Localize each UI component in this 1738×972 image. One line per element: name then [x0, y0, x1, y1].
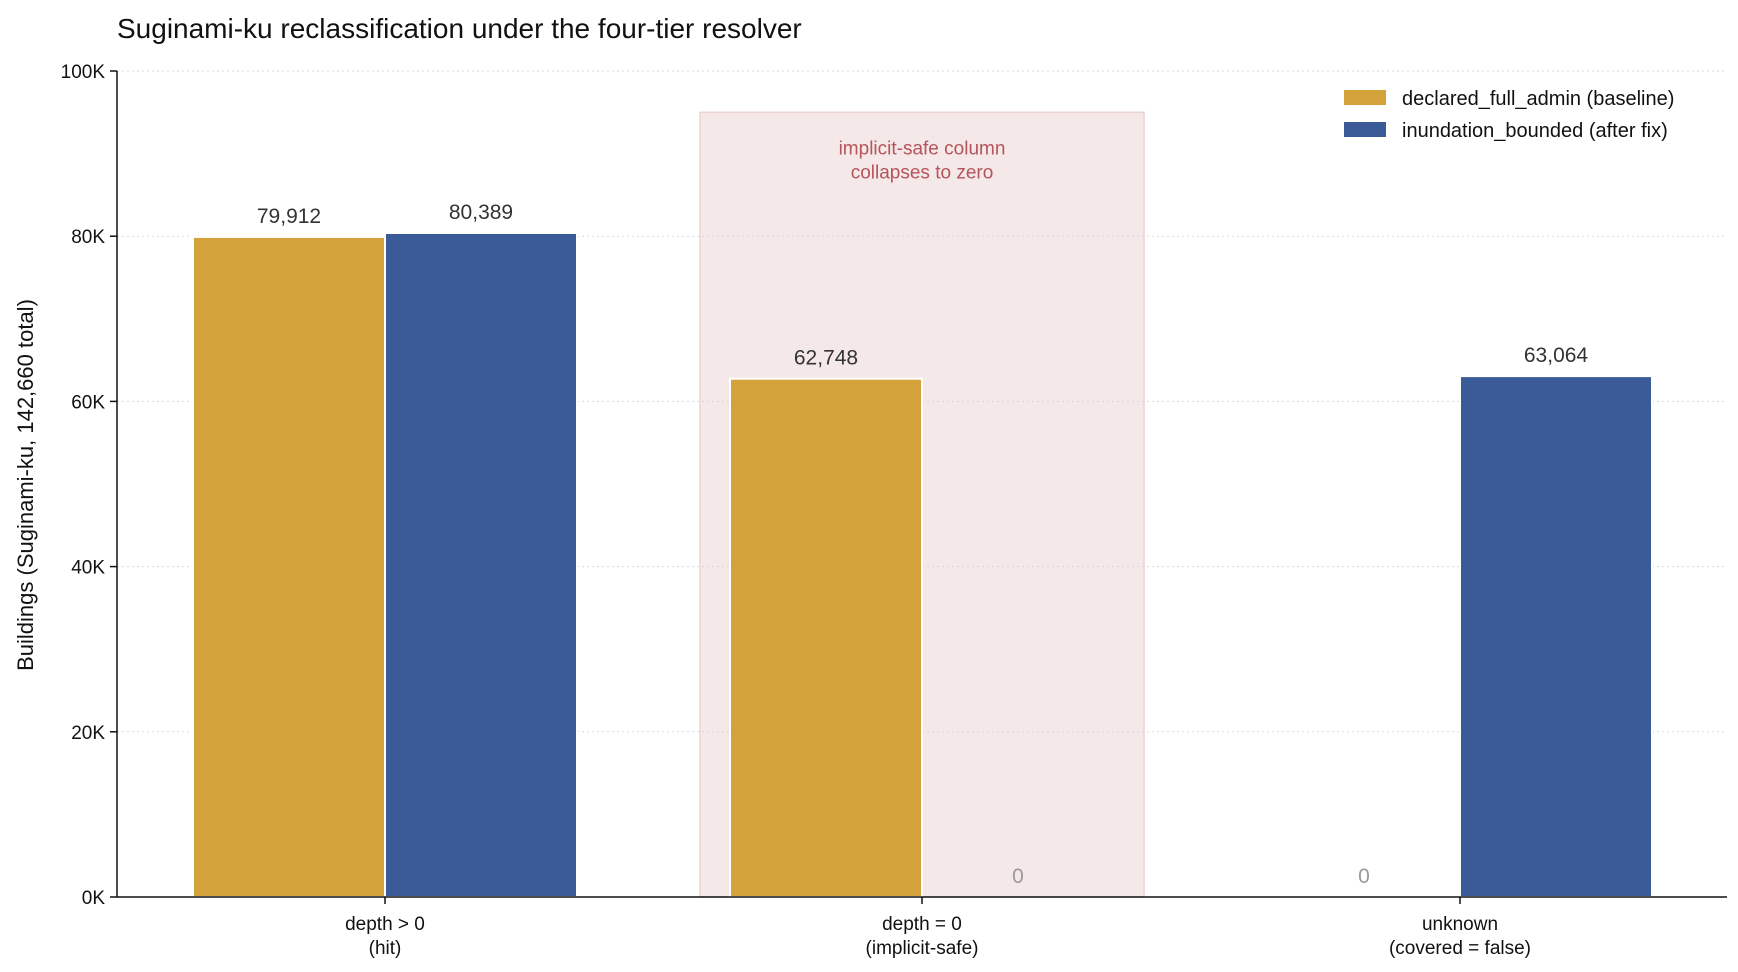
- y-tick-label: 0K: [82, 888, 106, 909]
- bar-value-label: 79,912: [257, 205, 321, 228]
- legend-swatch: [1344, 90, 1386, 105]
- x-tick-label: (covered = false): [1389, 938, 1531, 959]
- x-tick-label: depth > 0: [345, 914, 425, 935]
- annotation-line-2: collapses to zero: [851, 162, 994, 183]
- bar-value-label: 62,748: [794, 347, 858, 370]
- x-tick-label: depth = 0: [882, 914, 962, 935]
- x-tick-label: unknown: [1422, 914, 1498, 935]
- x-tick-label: (implicit-safe): [866, 938, 979, 959]
- bar-value-label: 0: [1358, 865, 1370, 888]
- bars: [192, 231, 1653, 898]
- y-tick-label: 60K: [71, 392, 105, 413]
- bar-value-label: 63,064: [1524, 344, 1589, 367]
- legend: declared_full_admin (baseline) inundation…: [1344, 88, 1674, 142]
- annotation-line-1: implicit-safe column: [839, 138, 1006, 159]
- axes: 0K 20K 40K 60K 80K 100K depth > 0 (hit) depth = …: [61, 62, 1727, 959]
- legend-label: inundation_bounded (after fix): [1402, 120, 1668, 142]
- legend-label: declared_full_admin (baseline): [1402, 88, 1674, 110]
- bar: [192, 235, 386, 898]
- y-axis-label: Buildings (Suginami-ku, 142,660 total): [13, 299, 38, 671]
- x-tick-label: (hit): [369, 938, 402, 959]
- y-tick-label: 20K: [71, 723, 105, 744]
- y-tick-label: 40K: [71, 558, 105, 579]
- y-tick-label: 80K: [71, 227, 105, 248]
- data-labels: 79,912 62,748 0 80,389 0 63,064: [257, 201, 1589, 888]
- chart-title: Suginami-ku reclassification under the f…: [117, 13, 802, 44]
- bar: [729, 377, 923, 898]
- bar: [384, 231, 578, 898]
- bar-value-label: 80,389: [449, 201, 513, 224]
- legend-swatch: [1344, 122, 1386, 137]
- bar-value-label: 0: [1012, 865, 1024, 888]
- y-tick-label: 100K: [61, 62, 106, 83]
- bar: [1459, 375, 1653, 898]
